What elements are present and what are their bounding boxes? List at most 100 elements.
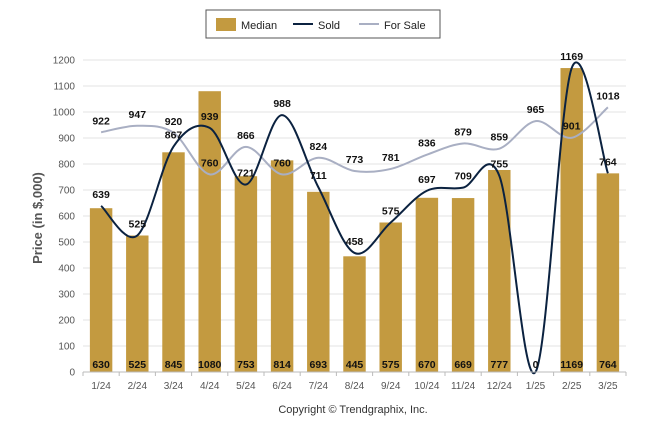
- y-tick-label: 1200: [53, 56, 76, 67]
- legend-label-median: Median: [241, 20, 277, 32]
- y-tick-label: 800: [58, 160, 75, 171]
- for-sale-value-label: 879: [454, 126, 472, 138]
- sold-value-label: 709: [454, 171, 472, 183]
- bar-median: [89, 208, 113, 372]
- for-sale-value-label: 836: [418, 138, 436, 150]
- data-labels: 630 525 845 1080 753 814 693 445 575 670 669 777 0 11…: [92, 51, 619, 371]
- y-tick-label: 500: [58, 238, 75, 249]
- sold-value-label: 721: [237, 168, 255, 180]
- bar-median: [126, 235, 149, 372]
- bar-median: [451, 198, 475, 372]
- x-tick-label: 11/24: [451, 381, 476, 392]
- sold-value-label: 988: [273, 98, 291, 110]
- bar-median: [379, 222, 402, 372]
- bar-median: [488, 169, 511, 372]
- for-sale-value-label: 947: [129, 109, 147, 121]
- for-sale-value-label: 901: [563, 121, 581, 133]
- bar-value-label: 445: [346, 359, 364, 371]
- sold-value-label: 755: [491, 159, 509, 171]
- bars: [89, 68, 620, 372]
- y-tick-label: 200: [58, 316, 75, 327]
- x-tick-label: 10/24: [414, 381, 439, 392]
- bar-median: [234, 176, 258, 372]
- sold-value-label: 697: [418, 174, 436, 186]
- bar-median: [162, 152, 185, 372]
- x-tick-label: 4/24: [200, 381, 220, 392]
- x-tick-label: 3/25: [598, 381, 618, 392]
- for-sale-value-label: 760: [201, 157, 219, 169]
- lines: [100, 61, 609, 375]
- bar-median: [415, 197, 439, 372]
- x-tick-label: 2/25: [562, 381, 582, 392]
- y-tick-label: 1000: [53, 108, 76, 119]
- axes: 0 100 200 300 400 500 600 700 800 900 1000 1100 1200…: [53, 56, 627, 392]
- bar-value-label: 1169: [560, 359, 583, 371]
- legend-box: [205, 9, 441, 39]
- bar-median: [343, 256, 366, 372]
- sold-value-label: 525: [129, 219, 147, 231]
- bar-median: [307, 191, 330, 372]
- for-sale-value-label: 760: [273, 157, 291, 169]
- bar-value-label: 845: [165, 359, 183, 371]
- legend-label-for-sale: For Sale: [384, 20, 426, 32]
- sold-value-label: 711: [310, 170, 327, 182]
- for-sale-value-label: 920: [165, 116, 183, 128]
- x-tick-label: 2/24: [128, 381, 148, 392]
- y-tick-label: 900: [58, 134, 75, 145]
- x-tick-label: 3/24: [164, 381, 184, 392]
- x-tick-label: 7/24: [309, 381, 329, 392]
- for-sale-value-label: 922: [92, 115, 110, 127]
- for-sale-value-label: 965: [527, 104, 545, 116]
- x-tick-label: 5/24: [236, 381, 256, 392]
- for-sale-value-label: 781: [382, 152, 400, 164]
- y-tick-label: 400: [58, 264, 75, 275]
- bar-value-label: 630: [92, 359, 110, 371]
- bar-value-label: 814: [273, 359, 291, 371]
- copyright-footer: Copyright © Trendgraphix, Inc.: [278, 404, 427, 416]
- bar-median: [560, 68, 583, 372]
- sold-value-label: 1169: [560, 51, 583, 63]
- x-tick-label: 8/24: [345, 381, 365, 392]
- sold-value-label: 939: [201, 111, 219, 123]
- sold-value-label: 639: [92, 189, 110, 201]
- bar-median: [270, 160, 294, 372]
- bar-value-label: 777: [491, 359, 509, 371]
- sold-value-label: 575: [382, 206, 400, 218]
- bar-median: [198, 91, 221, 372]
- bar-value-label: 1080: [198, 359, 222, 371]
- bar-value-label: 670: [418, 359, 436, 371]
- for-sale-value-label: 1018: [596, 90, 620, 102]
- x-tick-label: 6/24: [272, 381, 292, 392]
- bar-value-label: 575: [382, 359, 400, 371]
- legend-swatch-median: [216, 18, 236, 31]
- x-tick-label: 1/25: [526, 381, 546, 392]
- y-tick-label: 0: [69, 368, 75, 379]
- bar-value-label: 753: [237, 359, 255, 371]
- bar-median: [596, 173, 620, 372]
- sold-value-label: 867: [165, 130, 183, 142]
- bar-value-label: 525: [129, 359, 147, 371]
- sold-value-label: 458: [346, 236, 364, 248]
- y-tick-label: 300: [58, 290, 75, 301]
- line-for-sale: [100, 106, 609, 176]
- y-axis-title: Price (in $,000): [30, 172, 45, 264]
- for-sale-value-label: 859: [491, 132, 509, 144]
- legend: Median Sold For Sale: [205, 9, 441, 39]
- bar-value-label: 693: [310, 359, 328, 371]
- y-tick-label: 1100: [53, 82, 75, 93]
- x-tick-label: 1/24: [91, 381, 111, 392]
- for-sale-value-label: 773: [346, 154, 364, 166]
- for-sale-value-label: 866: [237, 130, 255, 142]
- y-tick-label: 100: [58, 342, 75, 353]
- y-tick-label: 600: [58, 212, 75, 223]
- y-tick-label: 700: [58, 186, 75, 197]
- bar-value-label: 0: [533, 359, 539, 371]
- sold-value-label: 764: [599, 156, 617, 168]
- line-sold: [100, 61, 609, 375]
- x-tick-label: 9/24: [381, 381, 401, 392]
- legend-label-sold: Sold: [318, 20, 340, 32]
- bar-value-label: 669: [454, 359, 472, 371]
- x-tick-label: 12/24: [487, 381, 512, 392]
- for-sale-value-label: 824: [310, 141, 328, 153]
